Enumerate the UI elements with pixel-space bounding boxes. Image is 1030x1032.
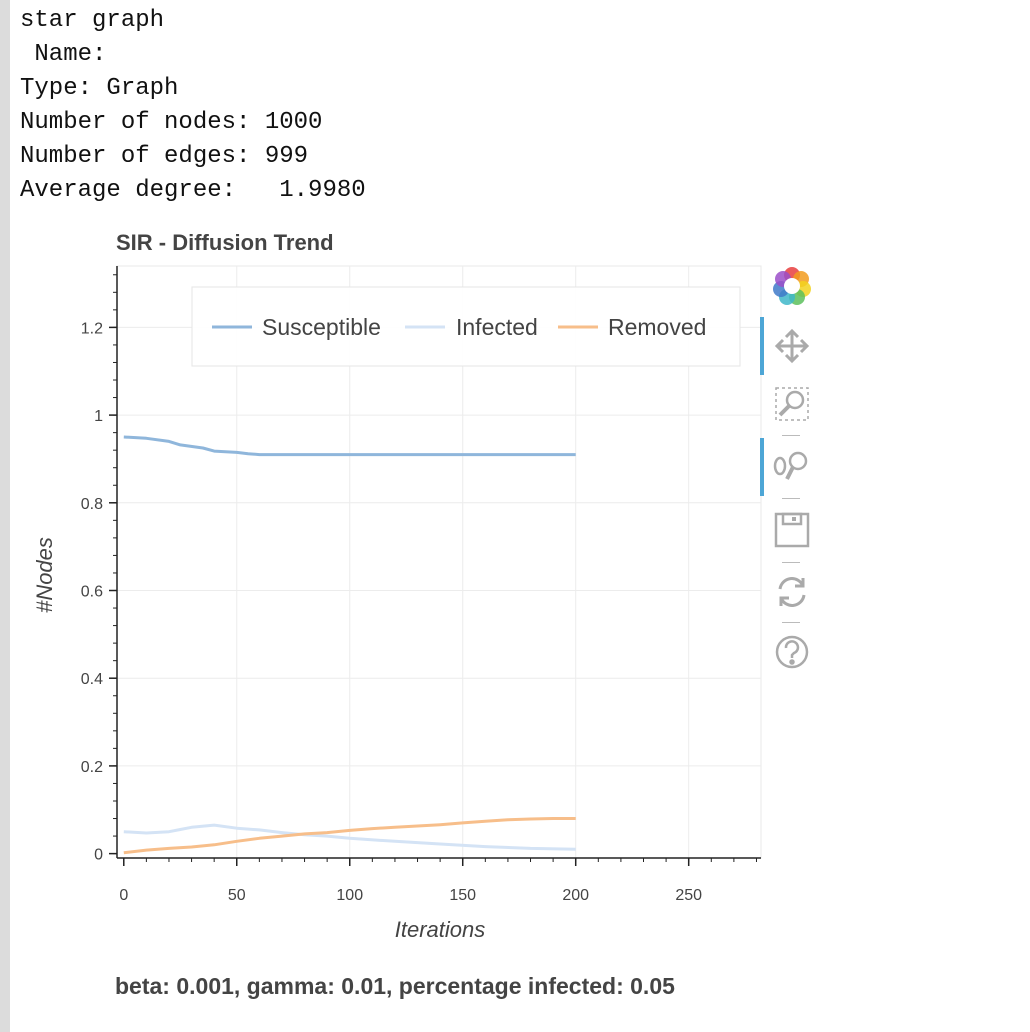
- toolbar-separator: [782, 435, 800, 436]
- box-zoom-icon[interactable]: [770, 382, 814, 426]
- parameters-caption: beta: 0.001, gamma: 0.01, percentage inf…: [115, 973, 675, 999]
- series: [123, 435, 576, 855]
- y-tick-label: 0.6: [81, 584, 103, 601]
- wheel-zoom-active-indicator: [760, 438, 764, 496]
- chart-title: SIR - Diffusion Trend: [116, 230, 334, 255]
- y-tick-label: 0.8: [81, 496, 103, 513]
- help-icon[interactable]: [770, 630, 814, 674]
- toolbar-separator: [782, 622, 800, 623]
- pan-icon[interactable]: [770, 324, 814, 368]
- y-tick-label: 0.2: [81, 759, 103, 776]
- legend-label-susceptible: Susceptible: [262, 314, 381, 340]
- x-tick-label: 200: [562, 887, 589, 904]
- y-tick-label: 1: [94, 408, 103, 425]
- x-tick-label: 250: [675, 887, 702, 904]
- legend-label-removed: Removed: [608, 314, 706, 340]
- info-line-edges: Number of edges: 999: [20, 143, 309, 170]
- info-line-type: Type: Graph: [20, 75, 179, 102]
- y-tick-label: 0.4: [81, 671, 103, 688]
- info-line-name: Name:: [20, 41, 107, 68]
- toolbar-separator: [782, 562, 800, 563]
- chart-toolbar: [760, 262, 820, 682]
- info-line-title: star graph: [20, 7, 165, 34]
- wheel-zoom-icon[interactable]: [770, 444, 814, 488]
- save-icon[interactable]: [770, 508, 814, 552]
- y-tick-label: 1.2: [81, 320, 103, 337]
- legend-label-infected: Infected: [456, 314, 538, 340]
- x-tick-label: 100: [336, 887, 363, 904]
- y-tick-label: 0: [94, 847, 103, 864]
- info-line-nodes: Number of nodes: 1000: [20, 109, 323, 136]
- x-tick-label: 0: [119, 887, 128, 904]
- graph-info: star graph Name: Type: Graph Number of n…: [20, 4, 366, 208]
- pan-active-indicator: [760, 317, 764, 375]
- toolbar-separator: [782, 498, 800, 499]
- series-line-susceptible: [123, 435, 576, 457]
- series-line-removed: [123, 817, 576, 855]
- x-axis-label: Iterations: [395, 917, 486, 942]
- reset-icon[interactable]: [770, 570, 814, 614]
- x-tick-label: 50: [228, 887, 246, 904]
- legend[interactable]: Susceptible Infected Removed: [191, 286, 741, 367]
- axes: 0 50 100 150 200 250 0 0.2 0.4 0.6 0.8 1 1.2: [81, 266, 761, 904]
- y-axis-label: #Nodes: [32, 537, 57, 613]
- series-line-infected: [123, 823, 576, 851]
- left-scroll-margin: [0, 0, 10, 1032]
- x-tick-label: 150: [449, 887, 476, 904]
- info-line-degree: Average degree: 1.9980: [20, 177, 366, 204]
- legend-box: [191, 286, 741, 367]
- bokeh-logo-icon[interactable]: [770, 264, 814, 308]
